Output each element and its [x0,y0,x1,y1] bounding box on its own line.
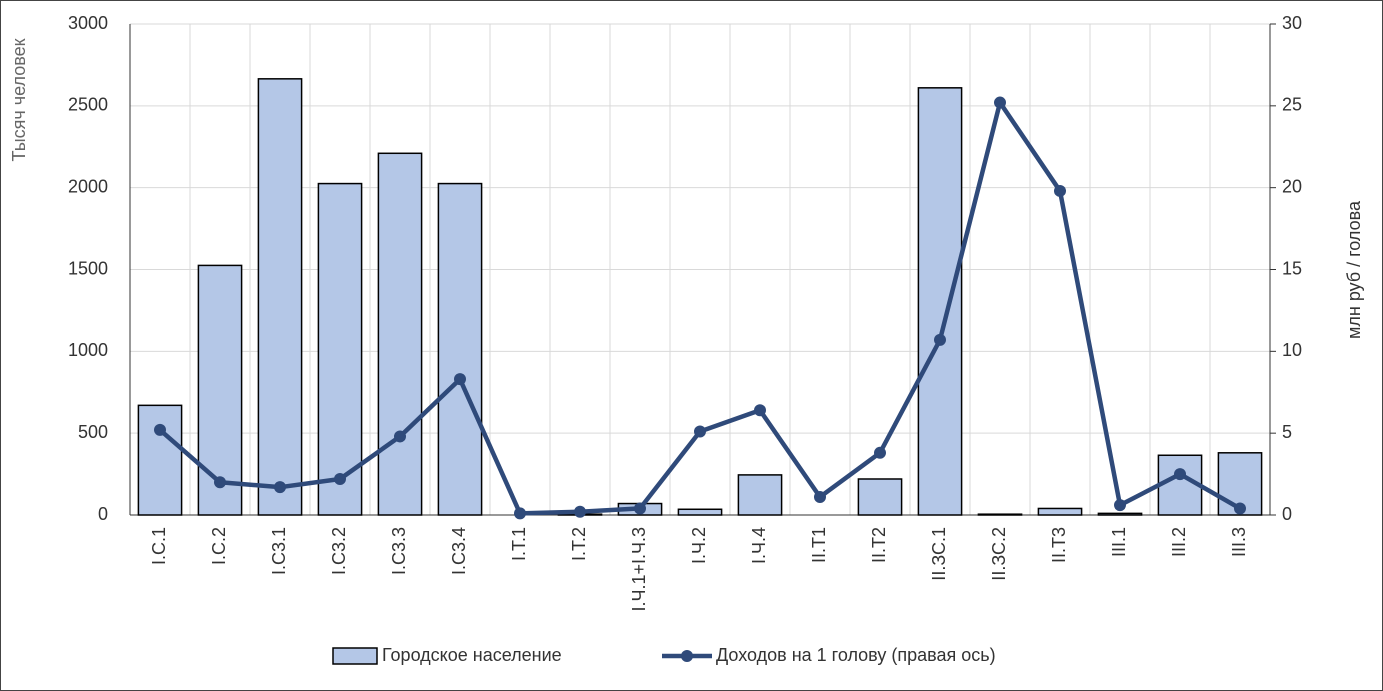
line-marker [694,425,706,438]
line-marker [454,373,466,386]
x-tick-label: III.3 [1229,527,1249,557]
x-tick-label: II.ЗС.2 [989,527,1009,581]
y2-tick-label: 25 [1282,95,1302,115]
bar [377,152,423,516]
y-tick-label: 3000 [68,13,108,33]
x-tick-label: I.Ч.2 [689,527,709,564]
x-tick-label: II.ЗС.1 [929,527,949,581]
x-tick-label: I.С3.2 [329,527,349,575]
bar [737,474,783,516]
bar [977,513,1023,516]
y-tick-label: 0 [98,504,108,524]
bar [1097,512,1143,516]
x-tick-label: III.1 [1109,527,1129,557]
x-tick-label: I.С.1 [149,527,169,565]
y-tick-label: 2500 [68,95,108,115]
x-tick-label: II.Т2 [869,527,889,563]
legend-label: Доходов на 1 голову (правая ось) [716,645,996,665]
x-tick-label: I.С3.1 [269,527,289,575]
x-tick-label: II.Т1 [809,527,829,563]
y2-tick-label: 15 [1282,258,1302,278]
line-marker [274,481,286,494]
line-marker [394,430,406,443]
x-tick-label: I.Т.2 [569,527,589,561]
y2-tick-label: 10 [1282,340,1302,360]
bar [677,508,723,516]
line-marker [334,472,346,485]
line-marker [514,507,526,520]
y-tick-label: 1000 [68,340,108,360]
y2-tick-label: 30 [1282,13,1302,33]
y-axis-label: Тысяч человек [9,38,29,161]
line-marker [994,96,1006,109]
line-marker [874,446,886,459]
x-tick-label: I.С.2 [209,527,229,565]
line-marker [1054,184,1066,197]
y-tick-label: 2000 [68,176,108,196]
bar [1037,507,1083,516]
x-tick-label: III.2 [1169,527,1189,557]
legend-label: Городское население [382,645,562,665]
line-marker [1114,499,1126,512]
line-marker [754,404,766,417]
bar [437,182,483,516]
y2-tick-label: 0 [1282,504,1292,524]
line-marker [154,423,166,436]
bar [197,264,243,516]
line-marker [934,333,946,346]
line-marker [574,505,586,518]
line-marker [814,490,826,503]
bar [917,87,963,516]
line-marker [634,502,646,515]
bar [317,182,363,516]
y-tick-label: 500 [78,422,108,442]
line-marker [1174,468,1186,481]
bar [857,478,903,516]
x-tick-label: II.Т3 [1049,527,1069,563]
legend-swatch [332,647,378,665]
legend-swatch [681,650,693,662]
y2-axis-label: млн руб / голова [1344,200,1364,339]
x-tick-label: I.Т.1 [509,527,529,561]
x-tick-label: I.С3.4 [449,527,469,575]
y2-tick-label: 5 [1282,422,1292,442]
x-tick-label: I.С3.3 [389,527,409,575]
x-tick-label: I.Ч.1+I.Ч.3 [629,527,649,612]
x-tick-label: I.Ч.4 [749,527,769,564]
bar [137,404,183,516]
y2-tick-label: 20 [1282,176,1302,196]
line-marker [1234,502,1246,515]
line-marker [214,476,226,489]
y-tick-label: 1500 [68,258,108,278]
bar [257,78,303,516]
